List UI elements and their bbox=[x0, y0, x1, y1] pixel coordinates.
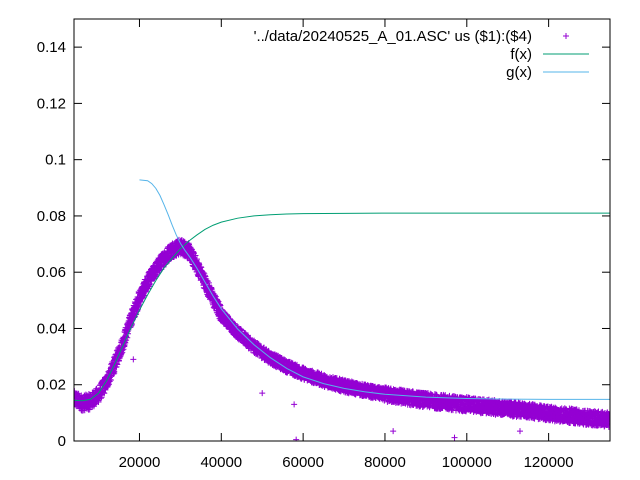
data-point bbox=[463, 401, 470, 408]
data-point bbox=[234, 329, 241, 336]
y-tick-label: 0.04 bbox=[37, 320, 66, 337]
data-point bbox=[607, 412, 610, 419]
data-point bbox=[115, 358, 122, 365]
data-point bbox=[180, 238, 187, 245]
y-tick-label: 0.14 bbox=[37, 39, 66, 56]
data-point bbox=[361, 387, 368, 394]
legend: '../data/20240525_A_01.ASC' us ($1):($4)… bbox=[254, 28, 589, 81]
data-point bbox=[136, 302, 143, 309]
data-point bbox=[136, 294, 143, 301]
y-tick-label: 0.1 bbox=[45, 152, 66, 169]
x-tick-label: 100000 bbox=[442, 454, 492, 471]
x-tick-label: 80000 bbox=[364, 454, 406, 471]
data-point bbox=[320, 377, 327, 384]
outlier-point bbox=[291, 401, 298, 408]
outlier-point bbox=[130, 356, 137, 363]
y-tick-label: 0.06 bbox=[37, 264, 66, 281]
data-point bbox=[484, 403, 491, 410]
data-point bbox=[300, 370, 307, 377]
data-point bbox=[566, 412, 573, 419]
outlier-point bbox=[451, 434, 458, 441]
plot-area bbox=[74, 179, 610, 441]
outlier-point bbox=[259, 390, 266, 397]
series-points bbox=[74, 236, 610, 441]
legend-label: f(x) bbox=[510, 46, 532, 63]
legend-label: g(x) bbox=[506, 64, 532, 81]
data-point bbox=[607, 421, 610, 428]
data-point bbox=[607, 422, 610, 429]
series-line-f bbox=[74, 212, 610, 402]
y-tick-label: 0.12 bbox=[37, 95, 66, 112]
data-point bbox=[443, 399, 450, 406]
axes: 0 0.02 0.04 0.06 0.08 0.1 0.12 0.14 20000 40000 60… bbox=[37, 19, 610, 471]
data-point bbox=[504, 405, 511, 412]
data-point bbox=[107, 377, 114, 384]
data-point bbox=[545, 410, 552, 417]
outlier-point bbox=[390, 428, 397, 435]
x-tick-label: 60000 bbox=[282, 454, 324, 471]
y-tick-label: 0.08 bbox=[37, 208, 66, 225]
legend-label: '../data/20240525_A_01.ASC' us ($1):($4) bbox=[254, 28, 532, 45]
data-point bbox=[218, 311, 225, 318]
outlier-point bbox=[293, 436, 300, 441]
data-point bbox=[141, 292, 148, 299]
y-tick-label: 0 bbox=[58, 433, 66, 450]
data-point bbox=[169, 246, 176, 253]
data-point bbox=[161, 255, 168, 262]
data-point bbox=[525, 407, 532, 414]
data-point bbox=[152, 266, 159, 273]
data-point bbox=[192, 252, 199, 259]
data-point bbox=[97, 395, 104, 402]
data-point bbox=[422, 397, 429, 404]
data-point bbox=[111, 368, 118, 375]
data-point bbox=[607, 416, 610, 423]
x-tick-label: 20000 bbox=[119, 454, 161, 471]
data-point bbox=[144, 279, 151, 286]
data-point bbox=[74, 395, 77, 402]
x-tick-label: 40000 bbox=[200, 454, 242, 471]
data-point bbox=[128, 315, 135, 322]
plot-frame bbox=[73, 18, 611, 442]
data-point bbox=[586, 414, 593, 421]
series-line-g bbox=[139, 179, 610, 400]
y-tick-label: 0.02 bbox=[37, 377, 66, 394]
outlier-point bbox=[516, 428, 523, 435]
legend-sample-point bbox=[563, 33, 569, 39]
data-point bbox=[185, 248, 192, 255]
x-tick-label: 120000 bbox=[524, 454, 574, 471]
